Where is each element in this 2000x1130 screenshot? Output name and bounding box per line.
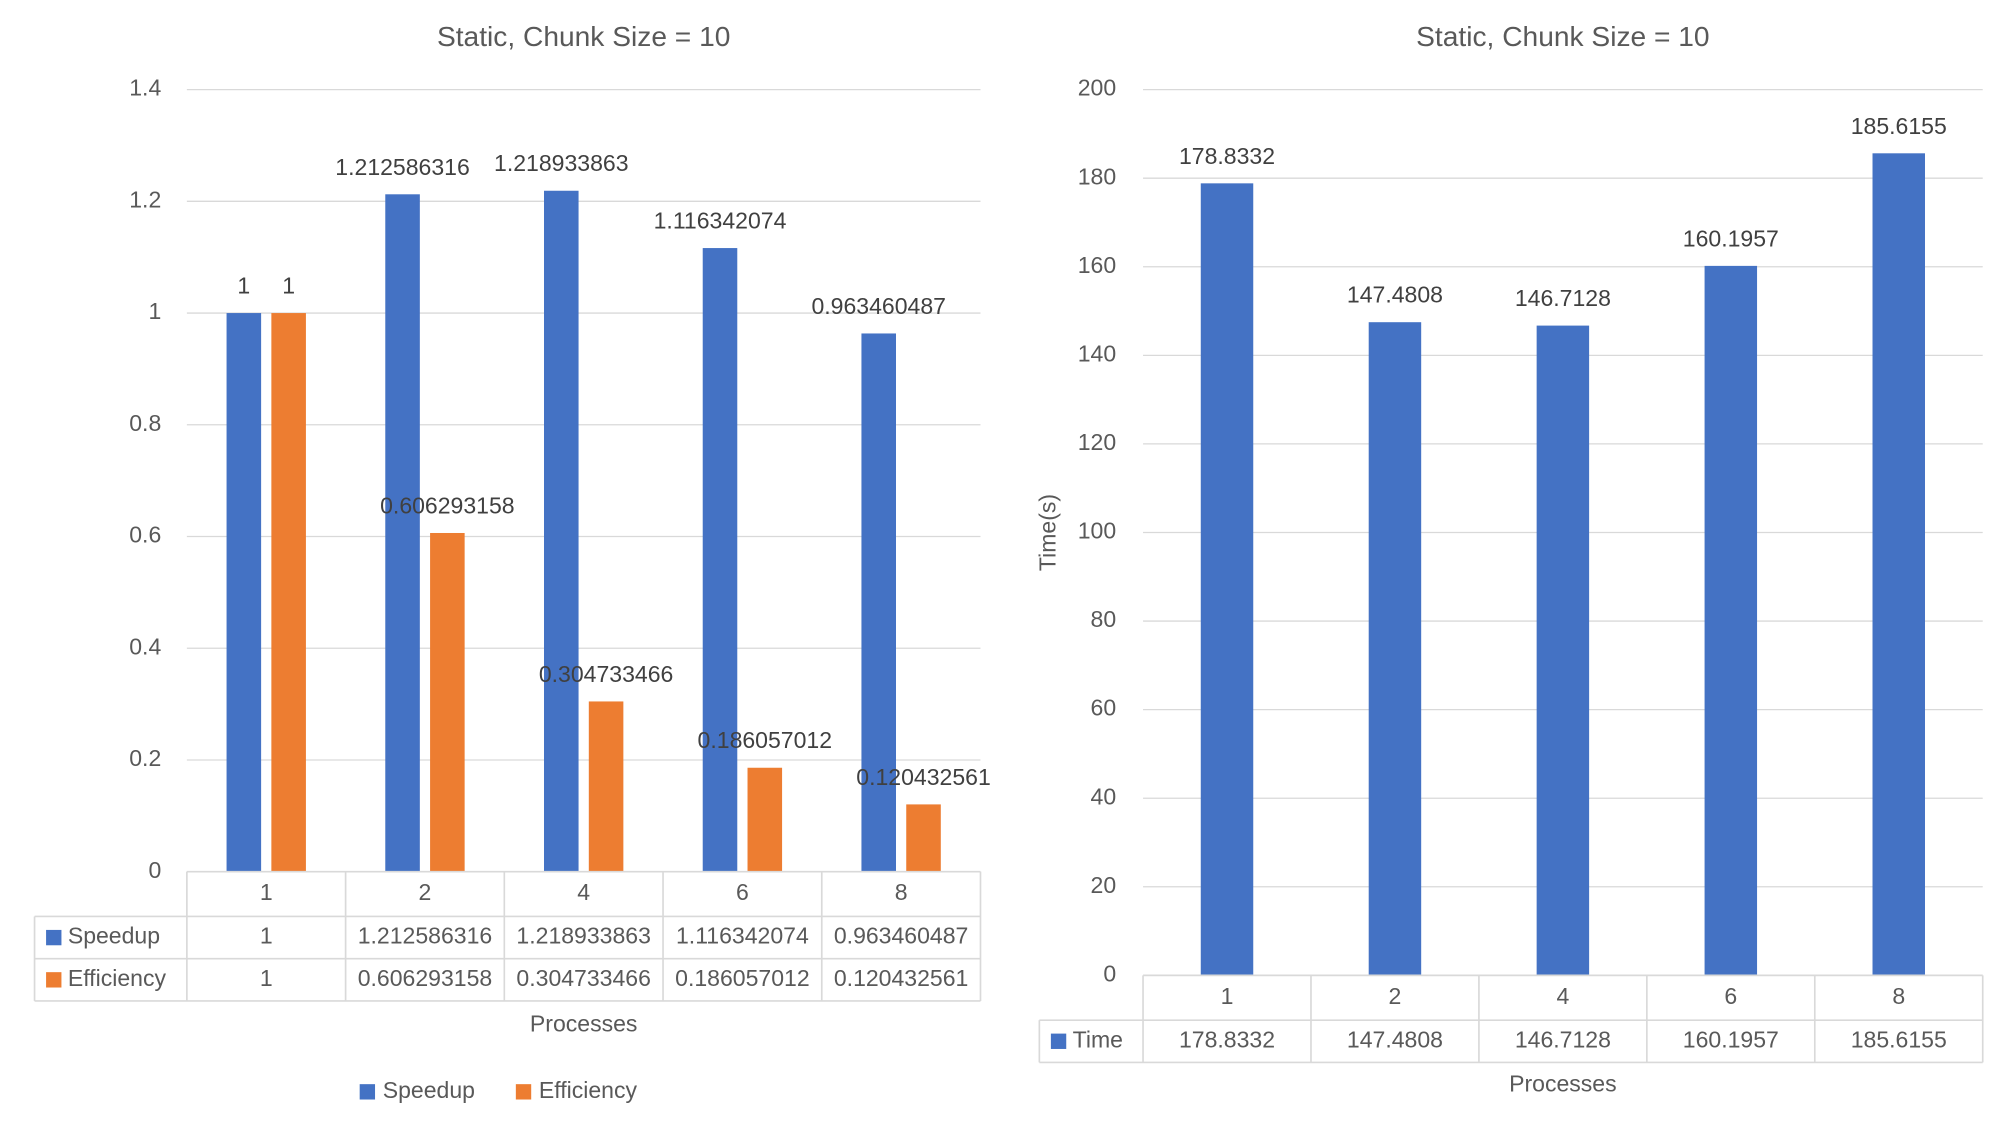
y-tick-label: 0: [1103, 960, 1116, 986]
bar-time-8: [1872, 153, 1925, 976]
table-legend-key: [1050, 1033, 1067, 1049]
y-tick-label: 0.8: [129, 410, 161, 436]
y-tick-label: 1.4: [129, 75, 161, 101]
data-label: 0.120432561: [856, 764, 991, 790]
data-label: 147.4808: [1347, 282, 1443, 308]
table-cell: 0.963460487: [834, 923, 969, 949]
chart-2: Static, Chunk Size = 1002040608010012014…: [1035, 21, 1984, 1097]
table-cell: 1.116342074: [676, 923, 809, 949]
table-cell: 1.212586316: [358, 923, 493, 949]
chart-title: Static, Chunk Size = 10: [437, 21, 730, 52]
table-row-name: Efficiency: [68, 965, 167, 991]
table-cell: 160.1957: [1683, 1026, 1779, 1052]
y-tick-label: 200: [1078, 75, 1116, 101]
bar-time-2: [1368, 322, 1422, 976]
data-label: 0.304733466: [539, 661, 674, 687]
table-cell: 146.7128: [1515, 1026, 1611, 1052]
bar-efficiency-8: [906, 804, 941, 872]
table-cell: 178.8332: [1179, 1026, 1275, 1052]
y-tick-label: 0: [148, 857, 161, 883]
x-category-label: 1: [1221, 983, 1234, 1009]
x-axis-label: Processes: [530, 1010, 638, 1036]
x-category-label: 4: [577, 879, 590, 905]
data-label: 1.212586316: [335, 154, 470, 180]
bar-efficiency-1: [271, 313, 306, 872]
data-label: 0.606293158: [380, 492, 515, 518]
data-label: 0.186057012: [698, 727, 833, 753]
bar-speedup-1: [226, 313, 262, 872]
x-axis-label: Processes: [1509, 1071, 1617, 1097]
x-category-label: 2: [419, 879, 432, 905]
data-label: 146.7128: [1515, 285, 1611, 311]
data-label: 0.963460487: [811, 293, 946, 319]
y-tick-label: 140: [1078, 340, 1116, 366]
y-tick-label: 100: [1078, 518, 1116, 544]
table-cell: 0.304733466: [516, 965, 651, 991]
legend-label: Speedup: [383, 1077, 475, 1103]
bar-efficiency-4: [588, 701, 624, 872]
x-category-label: 2: [1389, 983, 1402, 1009]
data-label: 178.8332: [1179, 143, 1275, 169]
y-tick-label: 40: [1091, 783, 1117, 809]
table-cell: 147.4808: [1347, 1026, 1443, 1052]
y-tick-label: 180: [1078, 163, 1116, 189]
y-tick-label: 160: [1078, 252, 1116, 278]
table-legend-key: [46, 929, 62, 946]
y-tick-label: 0.6: [129, 522, 161, 548]
chart-1: Static, Chunk Size = 10 0 0.2 0.4 0.6 0.8 1 1.2…: [33, 21, 991, 1103]
bar-efficiency-6: [747, 767, 783, 872]
x-category-label: 6: [736, 879, 749, 905]
table-cell: 0.606293158: [358, 965, 493, 991]
bar-time-6: [1704, 265, 1758, 976]
bar-time-1: [1200, 183, 1254, 976]
y-axis-label: Time(s): [1035, 494, 1061, 571]
y-tick-label: 0.4: [129, 633, 161, 659]
table-row-name: Speedup: [68, 923, 160, 949]
table-row-name: Time: [1073, 1026, 1123, 1052]
chart-title: Static, Chunk Size = 10: [1416, 21, 1709, 52]
legend-swatch: [359, 1084, 376, 1100]
data-label: 1: [282, 273, 295, 299]
data-label: 185.6155: [1851, 113, 1947, 139]
y-tick-label: 20: [1091, 872, 1117, 898]
bar-speedup-2: [385, 194, 420, 872]
data-label: 1: [237, 273, 250, 299]
y-tick-label: 120: [1078, 429, 1116, 455]
x-category-label: 8: [895, 879, 908, 905]
x-category-label: 1: [260, 879, 273, 905]
table-cell: 1: [260, 923, 273, 949]
y-tick-label: 1.2: [129, 186, 161, 212]
table-cell: 185.6155: [1851, 1026, 1947, 1052]
table-cell: 0.186057012: [675, 965, 810, 991]
bar-speedup-6: [702, 248, 738, 872]
data-label: 160.1957: [1683, 225, 1779, 251]
data-label: 1.218933863: [494, 150, 629, 176]
x-category-label: 8: [1892, 983, 1905, 1009]
y-tick-label: 80: [1091, 606, 1117, 632]
bar-time-4: [1536, 325, 1590, 976]
y-tick-label: 0.2: [129, 745, 161, 771]
table-cell: 1.218933863: [516, 923, 651, 949]
x-category-label: 6: [1724, 983, 1737, 1009]
table-cell: 1: [260, 965, 273, 991]
y-tick-label: 1: [148, 298, 161, 324]
legend-label: Efficiency: [539, 1077, 638, 1103]
data-label: 1.116342074: [654, 208, 787, 234]
y-tick-label: 60: [1091, 695, 1117, 721]
table-cell: 0.120432561: [834, 965, 969, 991]
bar-speedup-8: [861, 333, 896, 872]
bar-efficiency-2: [430, 532, 465, 872]
table-legend-key: [46, 972, 62, 988]
bar-speedup-4: [544, 190, 579, 872]
x-category-label: 4: [1556, 983, 1569, 1009]
legend-swatch: [515, 1084, 532, 1100]
